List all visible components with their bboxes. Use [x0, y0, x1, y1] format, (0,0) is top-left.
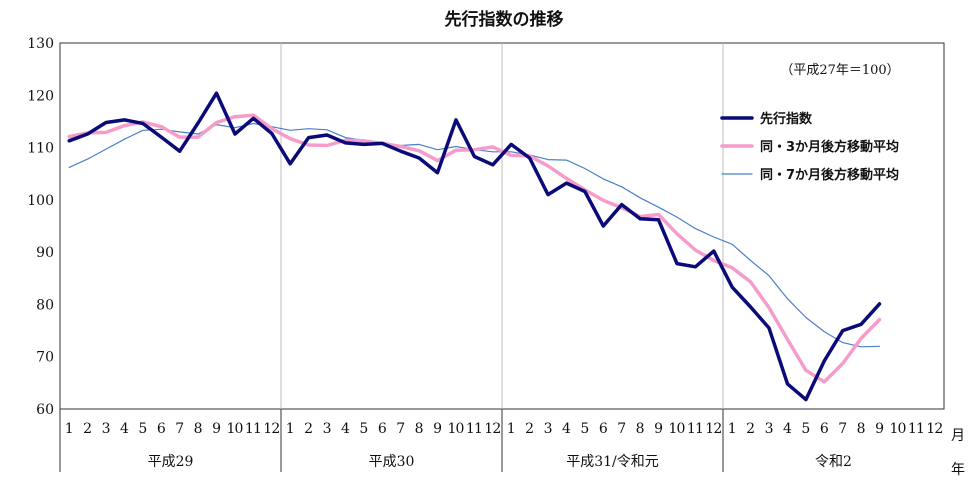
y-tick-label: 70: [36, 350, 54, 366]
base-year-note: （平成27年＝100）: [780, 63, 899, 78]
x-tick-label: 7: [838, 421, 847, 437]
series-layer: [67, 91, 882, 402]
year-group-label: 平成30: [369, 454, 415, 470]
x-tick-label: 7: [175, 421, 184, 437]
x-tick-label: 9: [875, 421, 884, 437]
x-tick-label: 5: [580, 421, 589, 437]
x-tick-label: 2: [83, 421, 92, 437]
x-tick-label: 2: [746, 421, 755, 437]
year-group-label: 令和2: [815, 454, 852, 470]
x-tick-label: 2: [525, 421, 534, 437]
x-tick-label: 6: [599, 421, 608, 437]
y-tick-label: 110: [27, 141, 54, 157]
x-axis-month-labels: 1 2 3 4 5 6 7 8 9 10 11 12 1 2 3 4 5 6 7 8 9 10 11 12 1 2 3 4 5 6 7 8 9 1…: [65, 421, 944, 437]
series-line-1: [67, 91, 882, 402]
x-tick-label: 10: [226, 421, 243, 437]
x-tick-label: 12: [926, 421, 943, 437]
x-tick-label: 3: [544, 421, 553, 437]
x-tick-label: 7: [396, 421, 405, 437]
year-group-label: 平成31/令和元: [566, 454, 659, 470]
series-line-2: [67, 113, 882, 384]
x-tick-label: 11: [466, 421, 483, 437]
y-tick-label: 120: [27, 88, 54, 104]
x-unit-month: 月: [951, 428, 965, 444]
x-tick-label: 1: [286, 421, 295, 437]
y-tick-label: 130: [27, 36, 54, 52]
x-tick-label: 8: [636, 421, 645, 437]
y-tick-label: 90: [36, 245, 54, 261]
x-tick-label: 1: [65, 421, 74, 437]
legend-label-2: 同・3か月後方移動平均: [760, 139, 899, 155]
x-tick-label: 9: [433, 421, 442, 437]
x-tick-label: 4: [341, 421, 350, 437]
x-tick-label: 9: [654, 421, 663, 437]
y-tick-label: 100: [27, 193, 54, 209]
x-tick-label: 6: [378, 421, 387, 437]
year-group-label: 平成29: [148, 454, 194, 470]
x-unit-year: 年: [951, 462, 965, 478]
chart-title: 先行指数の推移: [445, 9, 564, 30]
x-tick-label: 10: [889, 421, 906, 437]
x-tick-label: 1: [507, 421, 516, 437]
plot-area: [59, 42, 945, 472]
x-tick-label: 12: [484, 421, 501, 437]
x-tick-label: 10: [668, 421, 685, 437]
x-tick-label: 11: [687, 421, 704, 437]
x-axis-year-labels: 平成29 平成30 平成31/令和元 令和2: [148, 454, 852, 470]
x-tick-label: 3: [102, 421, 111, 437]
x-tick-label: 5: [138, 421, 147, 437]
x-tick-label: 12: [705, 421, 722, 437]
x-tick-label: 11: [245, 421, 262, 437]
x-tick-label: 11: [908, 421, 925, 437]
x-tick-label: 3: [323, 421, 332, 437]
x-tick-label: 7: [617, 421, 626, 437]
x-tick-label: 4: [120, 421, 129, 437]
x-tick-label: 3: [765, 421, 774, 437]
x-tick-label: 6: [157, 421, 166, 437]
x-tick-label: 8: [415, 421, 424, 437]
legend-label-1: 先行指数: [760, 111, 813, 127]
legend-label-3: 同・7か月後方移動平均: [760, 167, 899, 183]
x-tick-label: 4: [783, 421, 792, 437]
x-tick-label: 8: [857, 421, 866, 437]
x-tick-label: 5: [801, 421, 810, 437]
x-tick-label: 5: [359, 421, 368, 437]
x-tick-label: 6: [820, 421, 829, 437]
x-tick-label: 1: [728, 421, 737, 437]
y-tick-label: 60: [36, 402, 54, 418]
x-tick-label: 8: [194, 421, 203, 437]
x-tick-label: 9: [212, 421, 221, 437]
x-tick-label: 10: [447, 421, 464, 437]
y-tick-label: 80: [36, 297, 54, 313]
y-axis-ticks: 60 70 80 90 100 110 120 130: [27, 36, 54, 418]
x-tick-label: 12: [263, 421, 280, 437]
x-tick-label: 4: [562, 421, 571, 437]
x-tick-label: 2: [304, 421, 313, 437]
